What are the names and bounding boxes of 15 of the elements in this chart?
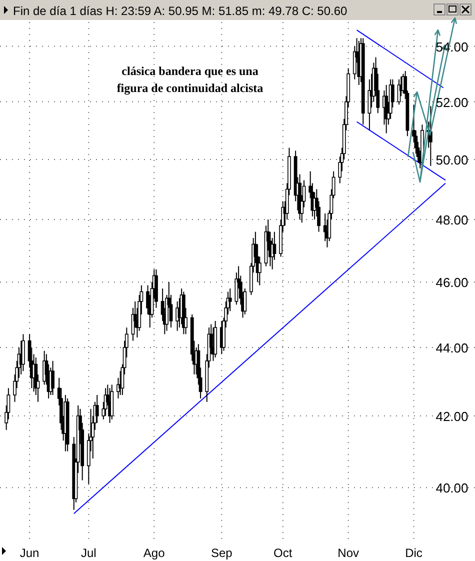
y-tick-label: 42.00 [436, 408, 468, 424]
x-tick-label: Sep [210, 546, 233, 560]
x-tick-label: Jul [80, 546, 96, 560]
x-tick-label: Jun [20, 546, 40, 560]
x-tick-label: Dic [405, 546, 422, 560]
y-tick-label: 44.00 [436, 340, 468, 356]
annotation: clásica bandera que es una figura de continuidad alcista [116, 64, 264, 95]
x-tick-label: Nov [338, 546, 360, 560]
y-tick-label: 46.00 [436, 275, 468, 290]
y-tick-label: 48.00 [436, 212, 468, 228]
chart-title: Fin de día 1 días H: 23:59 A: 50.95 M: 51.85 m: 49.78 C: 50.60 [13, 4, 348, 18]
y-tick-label: 50.00 [436, 152, 468, 168]
y-tick-label: 40.00 [436, 480, 468, 496]
x-tick-label: Ago [143, 546, 166, 560]
x-tick-label: Oct [274, 546, 293, 560]
